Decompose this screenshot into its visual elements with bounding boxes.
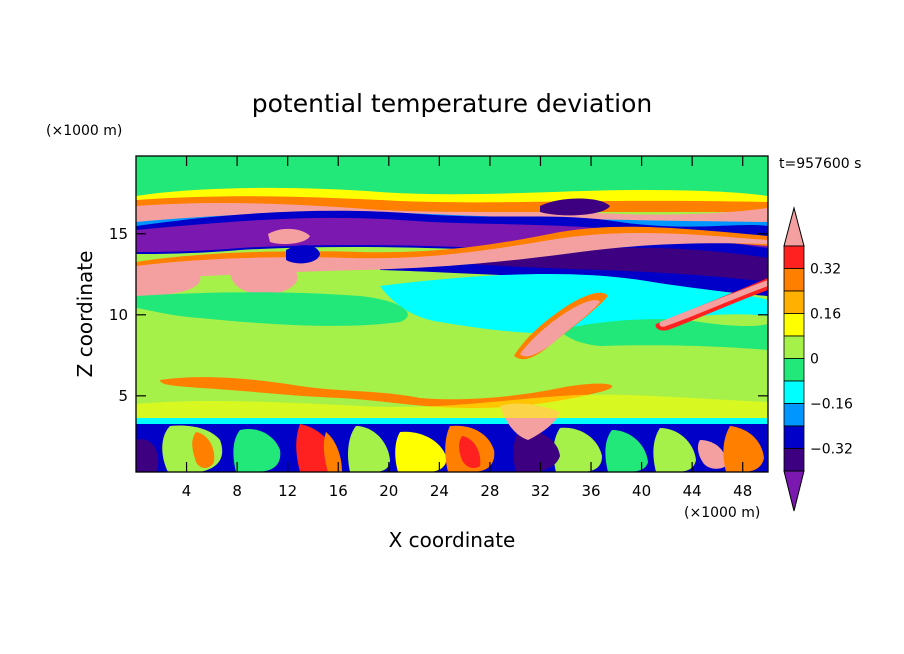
y-axis-label: Z coordinate — [73, 251, 97, 378]
y-unit-label: (×1000 m) — [46, 123, 122, 139]
warm-slope-right-pink — [659, 280, 768, 327]
time-label: t=957600 s — [779, 156, 861, 172]
colorbar-segment — [783, 335, 805, 359]
cold-lens-top — [540, 198, 610, 216]
convective-cells — [136, 403, 764, 472]
y-tick-label: 5 — [118, 387, 128, 405]
colorbar-bottom-arrow — [783, 470, 805, 512]
chart-title: potential temperature deviation — [252, 89, 652, 118]
x-tick-label: 20 — [379, 482, 398, 500]
x-axis: 4 8 12 16 20 24 28 32 36 40 44 48 — [182, 156, 752, 500]
colorbar-segment — [783, 245, 805, 269]
y-axis: 5 10 15 — [109, 225, 768, 405]
colorbar-tick-label: 0.32 — [810, 262, 841, 278]
warm-lobe-left — [136, 264, 201, 296]
colorbar-segment — [783, 358, 805, 382]
colorbar-segment — [783, 380, 805, 404]
colorbar-segment — [783, 448, 805, 472]
mid-neutral-region-2 — [560, 319, 768, 350]
y-tick-label: 15 — [109, 225, 128, 243]
x-tick-label: 32 — [531, 482, 550, 500]
bl-cyan — [136, 418, 768, 424]
x-tick-label: 12 — [278, 482, 297, 500]
colorbar: 0.32 0.16 0 −0.16 −0.32 — [783, 206, 853, 512]
x-tick-label: 40 — [632, 482, 651, 500]
colorbar-tick-label: −0.16 — [810, 397, 853, 413]
colorbar-top-arrow — [783, 206, 805, 247]
colorbar-segment — [783, 268, 805, 292]
x-tick-label: 24 — [430, 482, 449, 500]
colorbar-tick-label: 0 — [810, 352, 819, 368]
warm-ribbon-pink — [136, 233, 768, 280]
plot-area — [136, 156, 768, 472]
colorbar-tick-label: 0.16 — [810, 307, 841, 323]
y-tick-label: 10 — [109, 306, 128, 324]
ice-blob-1 — [286, 245, 320, 264]
bl-top-yellow — [136, 394, 768, 418]
colorbar-segment — [783, 425, 805, 449]
x-tick-label: 28 — [480, 482, 499, 500]
colorbar-segment — [783, 403, 805, 427]
x-tick-label: 4 — [182, 482, 192, 500]
x-unit-label: (×1000 m) — [684, 505, 760, 521]
warm-slope-pink — [520, 300, 600, 357]
x-tick-label: 16 — [329, 482, 348, 500]
mid-neutral-region — [136, 292, 408, 326]
x-tick-label: 36 — [581, 482, 600, 500]
warm-lobe-left-mid — [229, 264, 298, 295]
x-axis-label: X coordinate — [389, 528, 516, 552]
ice-blob-2 — [268, 228, 310, 244]
x-tick-label: 44 — [683, 482, 702, 500]
colorbar-segment — [783, 290, 805, 314]
warm-streak — [160, 377, 613, 408]
colorbar-segment — [783, 313, 805, 337]
colorbar-tick-label: −0.32 — [810, 442, 853, 458]
plot-frame — [135, 155, 769, 473]
x-tick-label: 8 — [232, 482, 242, 500]
x-tick-label: 48 — [733, 482, 752, 500]
